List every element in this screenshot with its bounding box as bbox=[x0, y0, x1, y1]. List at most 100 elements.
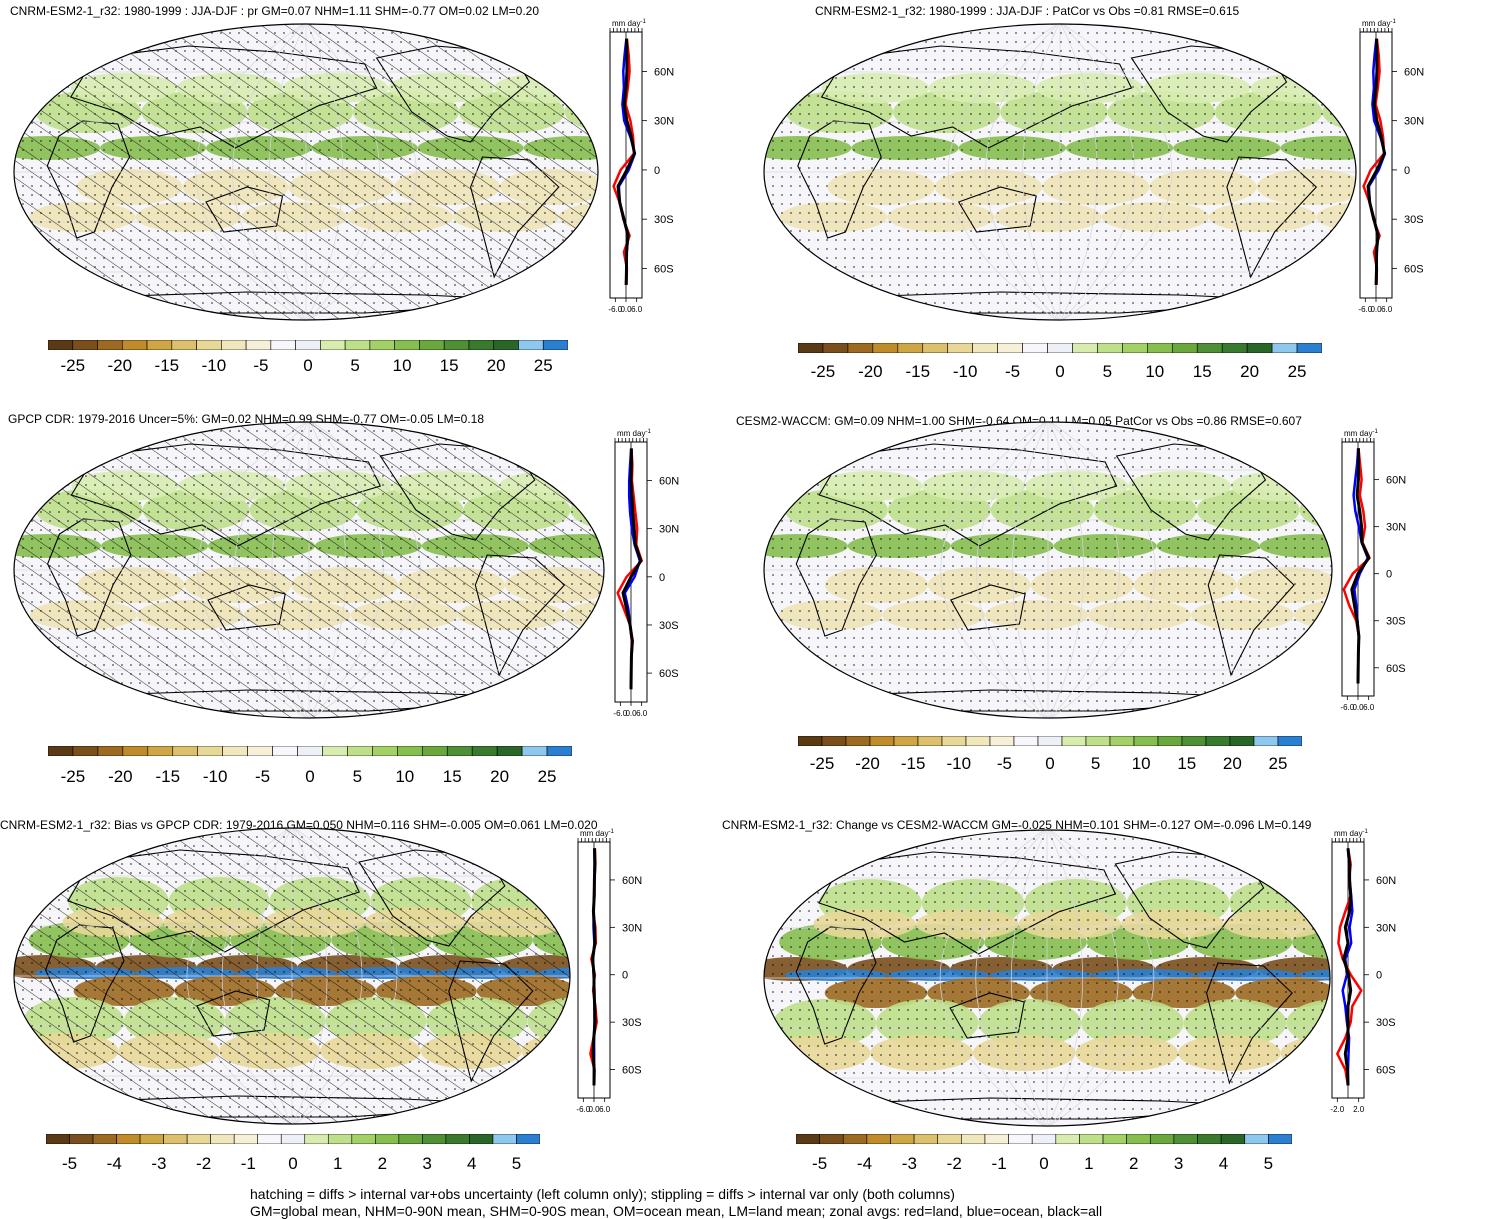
colorbar-swatch bbox=[422, 1134, 447, 1144]
colorbar-swatch bbox=[1061, 736, 1087, 746]
colorbar-label: -4 bbox=[856, 1154, 873, 1173]
colorbar-swatch bbox=[897, 343, 924, 353]
map-border bbox=[13, 23, 599, 321]
colorbar-swatch bbox=[984, 1134, 1009, 1144]
colorbar-swatch bbox=[1229, 736, 1255, 746]
map-border bbox=[13, 827, 571, 1125]
colorbar-swatch bbox=[210, 1134, 235, 1144]
colorbar-swatch bbox=[493, 340, 519, 350]
lat-label: 60S bbox=[659, 668, 679, 680]
colorbar-swatch bbox=[796, 1134, 820, 1144]
colorbar-swatch bbox=[121, 340, 148, 350]
colorbar-swatch bbox=[72, 340, 98, 350]
colorbar-label: 0 bbox=[303, 356, 313, 375]
colorbar-label: 10 bbox=[395, 767, 415, 786]
colorbar-swatch bbox=[270, 340, 296, 350]
colorbar-swatch bbox=[397, 746, 423, 756]
units-label: mm day-1 bbox=[1362, 19, 1396, 28]
colorbar-swatch bbox=[845, 736, 871, 746]
hatching-overlay bbox=[14, 828, 570, 1124]
zonal-plot-p3: mm day-1 60N 30N 0 30S 60S -6.00.0 6.0 bbox=[613, 429, 679, 718]
map-p6 bbox=[763, 829, 1331, 1127]
colorbar-label: -5 bbox=[255, 767, 271, 786]
colorbar-swatch bbox=[297, 746, 323, 756]
x-tick-label: -6.0 bbox=[1358, 305, 1372, 314]
colorbar-swatch bbox=[866, 1134, 891, 1144]
colorbar-swatch bbox=[280, 1134, 306, 1144]
footer-line-2: GM=global mean, NHM=0-90N mean, SHM=0-90… bbox=[250, 1203, 1103, 1219]
map-p3 bbox=[13, 421, 605, 719]
colorbar-swatch bbox=[1171, 343, 1198, 353]
colorbar-swatch bbox=[116, 1134, 141, 1144]
colorbar-label: 20 bbox=[1222, 754, 1242, 773]
zonal-line-all bbox=[616, 38, 636, 285]
colorbar-label: -15 bbox=[900, 754, 926, 773]
x-tick-label: 6.0 bbox=[1363, 703, 1375, 712]
colorbar-swatch bbox=[1031, 1134, 1057, 1144]
colorbar-label: -5 bbox=[812, 1154, 828, 1173]
colorbar-swatch bbox=[469, 1134, 494, 1144]
colorbar-swatch bbox=[257, 1134, 282, 1144]
colorbar-label: -4 bbox=[106, 1154, 122, 1173]
colorbar-swatch bbox=[247, 746, 273, 756]
colorbar-swatch bbox=[1013, 736, 1039, 746]
colorbar-swatch bbox=[819, 1134, 844, 1144]
units-label: mm day-1 bbox=[580, 829, 614, 838]
x-tick-label: 0.0 bbox=[588, 1105, 600, 1114]
panel-title: CNRM-ESM2-1_r32: Change vs CESM2-WACCM G… bbox=[722, 818, 1312, 832]
colorbar-swatch bbox=[821, 736, 847, 746]
units-label: mm day-1 bbox=[617, 429, 651, 438]
colorbar-swatch bbox=[1221, 343, 1248, 353]
colorbar-swatch bbox=[320, 340, 346, 350]
colorbar-swatch bbox=[965, 736, 991, 746]
colorbar-swatch bbox=[1085, 736, 1111, 746]
lat-label: 60N bbox=[1386, 475, 1406, 487]
colorbar-swatch bbox=[372, 746, 398, 756]
colorbar-swatch bbox=[1157, 736, 1183, 746]
colorbar-swatch bbox=[947, 343, 973, 353]
colorbar-swatch bbox=[516, 1134, 540, 1144]
colorbar-swatch bbox=[1220, 1134, 1246, 1144]
colorbar-swatch bbox=[398, 1134, 423, 1144]
colorbar-swatch bbox=[1047, 343, 1073, 353]
colorbar-label: -10 bbox=[952, 362, 978, 381]
colorbar-swatch bbox=[197, 746, 223, 756]
colorbar-swatch bbox=[521, 746, 548, 756]
colorbar-label: -1 bbox=[991, 1154, 1007, 1173]
colorbar-label: 1 bbox=[332, 1154, 343, 1173]
colorbar-swatch bbox=[369, 340, 395, 350]
colorbar-swatch bbox=[1072, 343, 1098, 353]
panel-title: CNRM-ESM2-1_r32: 1980-1999 : JJA-DJF : P… bbox=[815, 4, 1240, 18]
colorbar-swatch bbox=[97, 746, 124, 756]
colorbar-swatch bbox=[1296, 343, 1322, 353]
map-border bbox=[13, 421, 605, 719]
colorbar-swatch bbox=[546, 746, 572, 756]
colorbar-label: 25 bbox=[1268, 754, 1288, 773]
colorbar-swatch bbox=[1196, 343, 1223, 353]
colorbar-swatch bbox=[972, 343, 998, 353]
colorbar-swatch bbox=[468, 340, 495, 350]
colorbar-label: 5 bbox=[511, 1154, 522, 1173]
panel-title: CNRM-ESM2-1_r32: 1980-1999 : JJA-DJF : p… bbox=[10, 4, 539, 18]
colorbar-label: -5 bbox=[253, 356, 269, 375]
zonal-plot-p5: mm day-1 60N 30N 0 30S 60S -6.00.0 6.0 bbox=[576, 829, 642, 1114]
colorbar-swatch bbox=[1277, 736, 1302, 746]
colorbar-label: 15 bbox=[1177, 754, 1197, 773]
colorbar-swatch bbox=[446, 746, 473, 756]
colorbar-swatch bbox=[72, 746, 99, 756]
hatching-overlay bbox=[14, 24, 598, 320]
colorbar-label: -5 bbox=[1005, 362, 1021, 381]
colorbar-swatch bbox=[163, 1134, 188, 1144]
colorbar-label: 20 bbox=[486, 356, 506, 375]
colorbar-p6 bbox=[796, 1134, 1292, 1144]
x-tick-label: 0.0 bbox=[620, 305, 632, 314]
lat-label: 0 bbox=[1376, 970, 1382, 982]
zonal-line-all bbox=[1350, 448, 1371, 684]
zonal-line-all bbox=[591, 848, 597, 1086]
colorbar-swatch bbox=[421, 746, 448, 756]
colorbar-label: 2 bbox=[1129, 1154, 1139, 1173]
lat-label: 0 bbox=[1404, 165, 1410, 177]
colorbar-label: -20 bbox=[108, 767, 133, 786]
units-label: mm day-1 bbox=[1344, 429, 1378, 438]
colorbar-label: -5 bbox=[996, 754, 1012, 773]
